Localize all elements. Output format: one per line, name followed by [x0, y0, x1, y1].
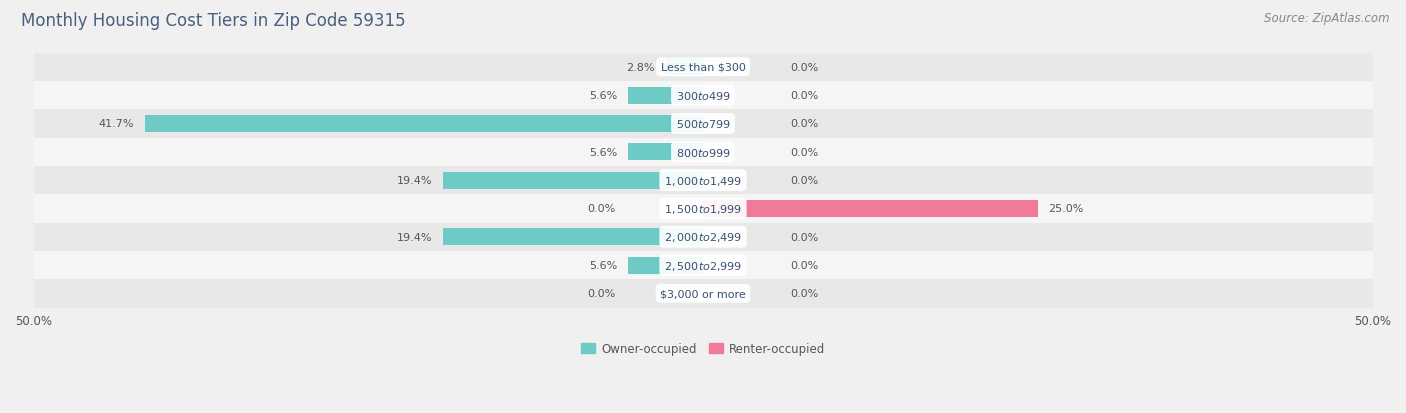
Text: 0.0%: 0.0%	[790, 232, 818, 242]
Text: $300 to $499: $300 to $499	[675, 90, 731, 102]
Text: 0.0%: 0.0%	[790, 91, 818, 101]
Bar	[628, 257, 703, 274]
Text: 5.6%: 5.6%	[589, 147, 617, 157]
Text: $3,000 or more: $3,000 or more	[661, 289, 745, 299]
Text: 0.0%: 0.0%	[790, 63, 818, 73]
Text: $500 to $799: $500 to $799	[675, 118, 731, 130]
Bar	[34, 82, 1372, 110]
Text: Monthly Housing Cost Tiers in Zip Code 59315: Monthly Housing Cost Tiers in Zip Code 5…	[21, 12, 406, 30]
Text: $800 to $999: $800 to $999	[675, 147, 731, 159]
Bar	[34, 280, 1372, 308]
Bar	[628, 88, 703, 104]
Bar	[34, 223, 1372, 251]
Text: 0.0%: 0.0%	[588, 204, 616, 214]
Bar	[34, 110, 1372, 138]
Text: 0.0%: 0.0%	[790, 119, 818, 129]
Text: 25.0%: 25.0%	[1049, 204, 1084, 214]
Text: $2,500 to $2,999: $2,500 to $2,999	[664, 259, 742, 272]
Text: Less than $300: Less than $300	[661, 63, 745, 73]
Text: $1,500 to $1,999: $1,500 to $1,999	[664, 202, 742, 216]
Text: 0.0%: 0.0%	[790, 176, 818, 186]
Text: 41.7%: 41.7%	[98, 119, 134, 129]
Text: 2.8%: 2.8%	[626, 63, 655, 73]
Text: $2,000 to $2,499: $2,000 to $2,499	[664, 231, 742, 244]
Bar	[443, 229, 703, 246]
Bar	[443, 172, 703, 189]
Legend: Owner-occupied, Renter-occupied: Owner-occupied, Renter-occupied	[576, 337, 830, 360]
Bar	[34, 138, 1372, 166]
Bar	[34, 251, 1372, 280]
Bar	[34, 166, 1372, 195]
Text: 19.4%: 19.4%	[396, 176, 433, 186]
Text: Source: ZipAtlas.com: Source: ZipAtlas.com	[1264, 12, 1389, 25]
Text: 19.4%: 19.4%	[396, 232, 433, 242]
Bar	[34, 195, 1372, 223]
Bar	[145, 116, 703, 133]
Text: $1,000 to $1,499: $1,000 to $1,499	[664, 174, 742, 187]
Text: 0.0%: 0.0%	[790, 289, 818, 299]
Text: 0.0%: 0.0%	[790, 261, 818, 271]
Bar	[703, 200, 1038, 217]
Bar	[665, 59, 703, 76]
Bar	[628, 144, 703, 161]
Text: 0.0%: 0.0%	[588, 289, 616, 299]
Bar	[34, 54, 1372, 82]
Text: 5.6%: 5.6%	[589, 261, 617, 271]
Text: 5.6%: 5.6%	[589, 91, 617, 101]
Text: 0.0%: 0.0%	[790, 147, 818, 157]
